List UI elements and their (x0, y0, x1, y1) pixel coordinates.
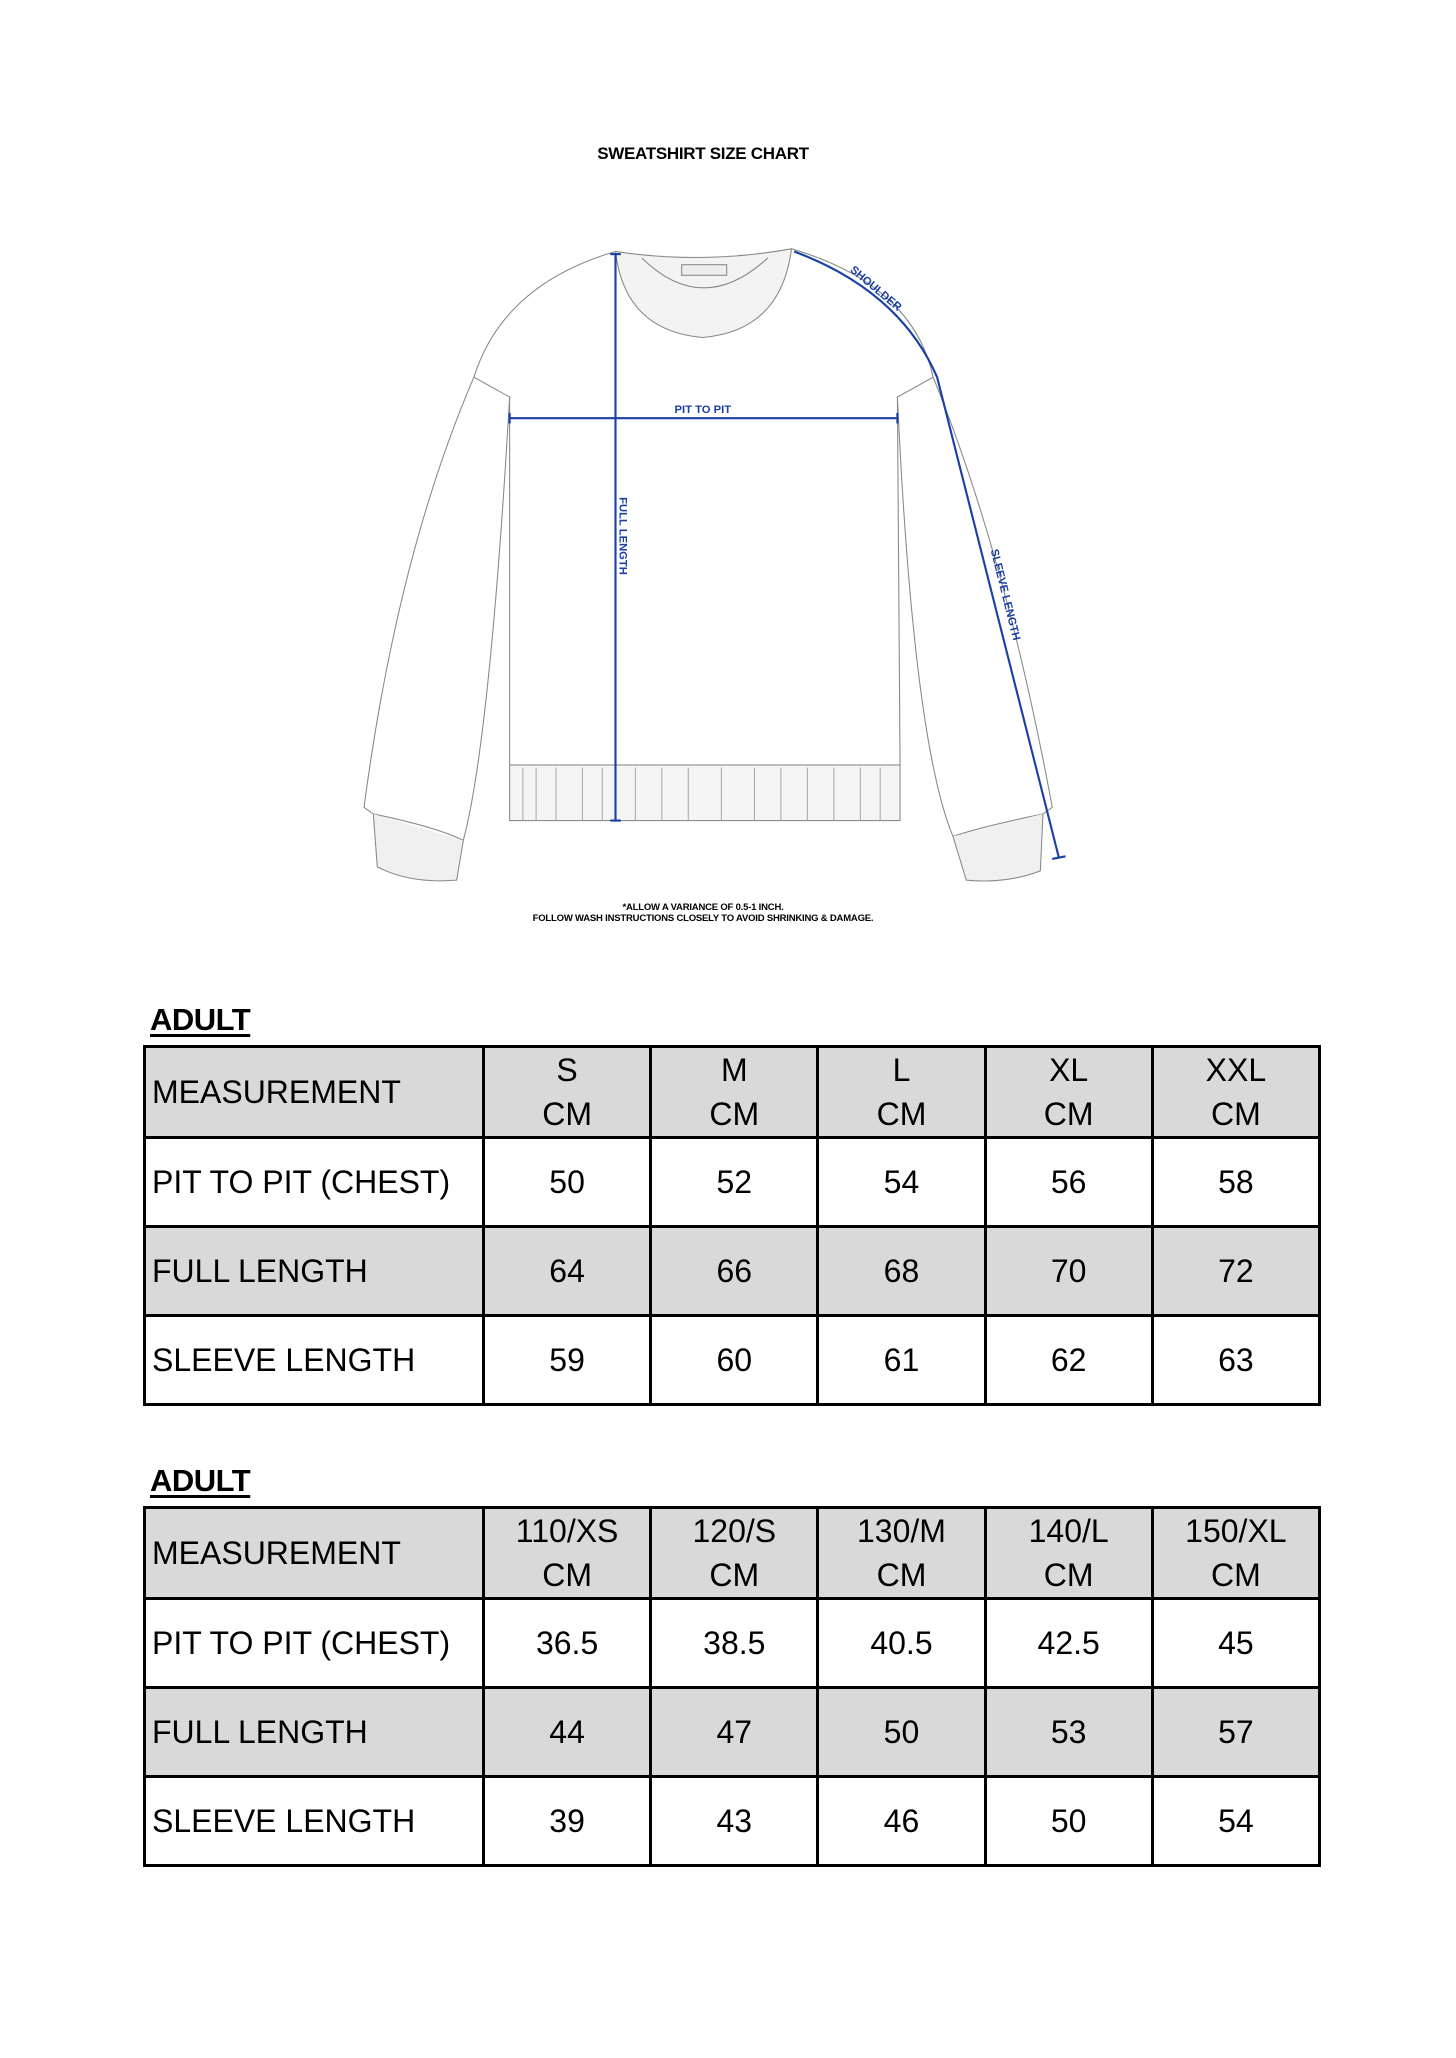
sleeve-length-line (936, 376, 1060, 858)
measurement-value: 54 (816, 1136, 987, 1228)
unit-label: CM (1043, 1096, 1094, 1132)
size-label: XL (1049, 1052, 1089, 1088)
header-size: S CM (481, 1045, 653, 1139)
header-measurement: MEASUREMENT (143, 1506, 485, 1600)
unit-label: CM (1210, 1096, 1261, 1132)
sweatshirt-outline (363, 248, 1053, 882)
measurement-value: 50 (481, 1136, 653, 1228)
measurement-value: 36.5 (481, 1597, 653, 1689)
header-size: 120/S CM (649, 1506, 820, 1600)
measurement-value: 68 (816, 1225, 987, 1317)
size-label: 140/L (1028, 1513, 1109, 1549)
size-label: S (556, 1052, 578, 1088)
measurement-value: 62 (983, 1314, 1154, 1406)
size-label: 120/S (692, 1513, 777, 1549)
section-label-adult: ADULT (150, 1002, 251, 1037)
measurement-name: PIT TO PIT (CHEST) (143, 1597, 485, 1689)
measurement-value: 50 (816, 1686, 987, 1778)
size-label: L (892, 1052, 911, 1088)
measurement-value: 72 (1150, 1225, 1322, 1317)
header-size: 130/M CM (816, 1506, 987, 1600)
unit-label: CM (542, 1557, 592, 1593)
header-size: L CM (816, 1045, 987, 1139)
page-title: SWEATSHIRT SIZE CHART (597, 144, 809, 163)
measurement-value: 57 (1150, 1686, 1322, 1778)
table-row: PIT TO PIT (CHEST) 50 52 54 56 58 (143, 1136, 1322, 1228)
table-row: FULL LENGTH 44 47 50 53 57 (143, 1686, 1322, 1778)
measurement-value: 59 (481, 1314, 653, 1406)
header-measurement: MEASUREMENT (143, 1045, 485, 1139)
measurement-value: 56 (983, 1136, 1154, 1228)
unit-label: CM (876, 1096, 927, 1132)
table-row: SLEEVE LENGTH 59 60 61 62 63 (143, 1314, 1322, 1406)
header-size: M CM (649, 1045, 820, 1139)
measurement-name: SLEEVE LENGTH (143, 1314, 485, 1406)
unit-label: CM (1210, 1557, 1261, 1593)
table-row: FULL LENGTH 64 66 68 70 72 (143, 1225, 1322, 1317)
measurement-name: SLEEVE LENGTH (143, 1775, 485, 1867)
measurement-value: 44 (481, 1686, 653, 1778)
size-table-adult: MEASUREMENT S CM M CM L CM XL CM XXL CM PIT TO PIT … (143, 1045, 1322, 1406)
header-size: 140/L CM (983, 1506, 1154, 1600)
measurement-value: 43 (649, 1775, 820, 1867)
unit-label: CM (876, 1557, 927, 1593)
measurement-name: PIT TO PIT (CHEST) (143, 1136, 485, 1228)
unit-label: CM (542, 1096, 592, 1132)
measurement-value: 45 (1150, 1597, 1322, 1689)
measurement-value: 47 (649, 1686, 820, 1778)
table-header-row: MEASUREMENT S CM M CM L CM XL CM XXL CM (143, 1045, 1322, 1139)
full-length-label: FULL LENGTH (616, 497, 628, 575)
shoulder-label: SHOULDER (848, 264, 904, 314)
measurement-value: 46 (816, 1775, 987, 1867)
measurement-value: 64 (481, 1225, 653, 1317)
measurement-value: 61 (816, 1314, 987, 1406)
unit-label: CM (709, 1096, 760, 1132)
measurement-value: 66 (649, 1225, 820, 1317)
table-row: PIT TO PIT (CHEST) 36.5 38.5 40.5 42.5 45 (143, 1597, 1322, 1689)
measurement-value: 70 (983, 1225, 1154, 1317)
measurement-value: 39 (481, 1775, 653, 1867)
measurement-value: 38.5 (649, 1597, 820, 1689)
measurement-lines (508, 250, 1066, 860)
size-table-youth: MEASUREMENT 110/XS CM 120/S CM 130/M CM 140/L CM… (143, 1506, 1322, 1867)
header-size: XXL CM (1150, 1045, 1322, 1139)
header-size: XL CM (983, 1045, 1154, 1139)
measurement-name: FULL LENGTH (143, 1225, 485, 1317)
measurement-value: 63 (1150, 1314, 1322, 1406)
measurement-value: 54 (1150, 1775, 1322, 1867)
pit-to-pit-label: PIT TO PIT (675, 404, 732, 416)
measurement-value: 58 (1150, 1136, 1322, 1228)
section-label-adult-2: ADULT (150, 1463, 251, 1498)
measurement-value: 60 (649, 1314, 820, 1406)
measurement-value: 53 (983, 1686, 1154, 1778)
header-size: 110/XS CM (481, 1506, 653, 1600)
size-label: XXL (1205, 1052, 1267, 1088)
measurement-name: FULL LENGTH (143, 1686, 485, 1778)
measurement-value: 52 (649, 1136, 820, 1228)
size-label: 150/XL (1185, 1513, 1287, 1549)
table-row: SLEEVE LENGTH 39 43 46 50 54 (143, 1775, 1322, 1867)
measurement-value: 50 (983, 1775, 1154, 1867)
shoulder-line (793, 250, 939, 378)
wash-note: FOLLOW WASH INSTRUCTIONS CLOSELY TO AVOI… (532, 913, 874, 924)
variance-note: *ALLOW A VARIANCE OF 0.5-1 INCH. (622, 902, 784, 913)
header-size: 150/XL CM (1150, 1506, 1322, 1600)
measurement-value: 42.5 (983, 1597, 1154, 1689)
measurement-value: 40.5 (816, 1597, 987, 1689)
unit-label: CM (1043, 1557, 1094, 1593)
size-label: M (720, 1052, 748, 1088)
table-header-row: MEASUREMENT 110/XS CM 120/S CM 130/M CM 140/L CM… (143, 1506, 1322, 1600)
size-label: 110/XS (515, 1513, 619, 1549)
size-label: 130/M (857, 1513, 946, 1549)
unit-label: CM (709, 1557, 760, 1593)
